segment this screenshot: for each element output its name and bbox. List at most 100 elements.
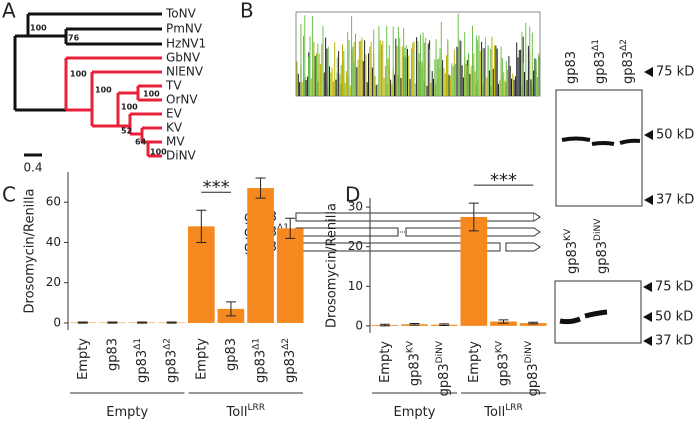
lane-label-text: gp83 [595, 241, 610, 274]
x-tick-label: gp83Δ2 [281, 338, 298, 383]
blot-band [559, 309, 608, 325]
error-bar [498, 319, 509, 324]
lane-label-text: gp83 [564, 51, 579, 84]
error-bar [439, 323, 450, 326]
lane-label-sup: KV [563, 228, 573, 241]
y-tick-label: 60 [46, 195, 61, 209]
x-tick-label-text: Empty [377, 341, 392, 383]
error-bar [77, 321, 88, 324]
x-tick-label-text: gp83 [253, 350, 268, 383]
group-label: TollLRR [226, 403, 265, 420]
error-bar [255, 177, 266, 199]
y-tick-label: 20 [348, 239, 363, 253]
x-tick-label: gp83KV [405, 340, 422, 386]
x-tick-label-sup: Δ2 [162, 338, 172, 350]
x-tick-label: Empty [75, 338, 90, 380]
marker-arrow [643, 282, 652, 292]
construct-bar [533, 212, 541, 222]
marker-arrow [644, 130, 653, 140]
x-tick-label-text: gp83 [164, 350, 179, 383]
marker-arrow [643, 312, 652, 322]
marker-label: 50 kD [656, 128, 694, 143]
x-tick-label: gp83DiNV [435, 340, 452, 396]
marker-label: 50 kD [655, 310, 693, 325]
taxon-label: KV [166, 121, 183, 135]
x-tick-label-sup: Δ2 [281, 338, 291, 350]
marker-arrow [644, 195, 653, 205]
error-bar [409, 322, 420, 326]
taxon-label: EV [166, 107, 183, 121]
alignment [295, 11, 541, 252]
bar [490, 321, 517, 326]
y-tick-label: 40 [46, 235, 61, 249]
bootstrap-value: 100 [150, 148, 167, 157]
group-label-text: Toll [226, 405, 248, 420]
taxon-label: TV [165, 79, 182, 93]
lane-label-text: gp83 [593, 51, 608, 84]
x-tick-label: Empty [194, 338, 209, 380]
y-tick-label: 0 [355, 318, 363, 332]
x-tick-label: gp83 [223, 338, 238, 371]
construct-bar [505, 242, 541, 252]
bootstrap-value: 52 [121, 127, 132, 136]
x-tick-label: Empty [377, 341, 392, 383]
group-label-sup: LRR [505, 403, 523, 413]
bar [247, 188, 274, 323]
group-label-text: Empty [106, 405, 148, 420]
lane-label: gp83 [564, 51, 579, 84]
blot-band [561, 136, 641, 146]
group-label: Empty [394, 405, 436, 420]
x-tick-label-text: gp83 [437, 363, 452, 396]
lane-label-text: gp83 [565, 241, 580, 274]
x-tick-label-text: gp83 [407, 353, 422, 386]
bootstrap-value: 100 [143, 90, 160, 99]
panel-letter: D [345, 183, 360, 207]
y-axis-title: Drosomycin/Renilla [23, 189, 38, 314]
x-tick-label-text: Empty [194, 338, 209, 380]
y-tick-label: 10 [348, 279, 363, 293]
marker-label: 37 kD [656, 193, 694, 208]
x-tick-label: gp83 [105, 338, 120, 371]
scale-label: 0.4 [23, 161, 42, 175]
lane-label-sup: DiNV [593, 218, 603, 241]
x-tick-label: gp83Δ2 [162, 338, 179, 383]
significance-label: *** [203, 177, 230, 198]
taxon-label: NlENV [166, 65, 204, 79]
x-tick-label-text: gp83 [223, 338, 238, 371]
panel-letter: C [2, 183, 16, 207]
x-tick-label-sup: Δ1 [251, 338, 261, 350]
marker-arrow [644, 67, 653, 77]
taxon-label: GbNV [166, 51, 201, 65]
lane-label: gp83KV [563, 228, 580, 274]
error-bar [285, 217, 296, 239]
x-tick-label-sup: Δ1 [133, 338, 143, 350]
construct-bar [295, 227, 399, 237]
taxon-label: OrNV [166, 93, 198, 107]
lane-label-sup: Δ2 [619, 39, 629, 51]
error-bar [166, 321, 177, 324]
x-tick-label-text: gp83 [105, 338, 120, 371]
marker-label: 75 kD [656, 65, 694, 80]
significance-label: *** [490, 170, 517, 191]
taxon-label: PmNV [166, 22, 203, 36]
blot [555, 89, 643, 207]
group-label: TollLRR [483, 403, 522, 420]
error-bar [107, 321, 118, 324]
x-tick-label-text: Empty [466, 341, 481, 383]
y-axis-title: Drosomycin/Renilla [325, 203, 340, 328]
marker-arrow [643, 336, 652, 346]
error-bar [137, 321, 148, 324]
error-bar [196, 209, 207, 243]
group-label: Empty [106, 405, 148, 420]
error-bar [225, 301, 236, 317]
bootstrap-value: 100 [70, 70, 87, 79]
x-tick-label-sup: DiNV [435, 340, 445, 363]
x-tick-label: gp83Δ1 [251, 338, 268, 383]
lane-label-sup: Δ1 [591, 39, 601, 51]
x-tick-label-text: gp83 [283, 350, 298, 383]
bar [460, 217, 488, 326]
marker-label: 37 kD [655, 334, 693, 349]
taxon-label: MV [166, 135, 185, 149]
x-tick-label: gp83DiNV [524, 340, 541, 396]
